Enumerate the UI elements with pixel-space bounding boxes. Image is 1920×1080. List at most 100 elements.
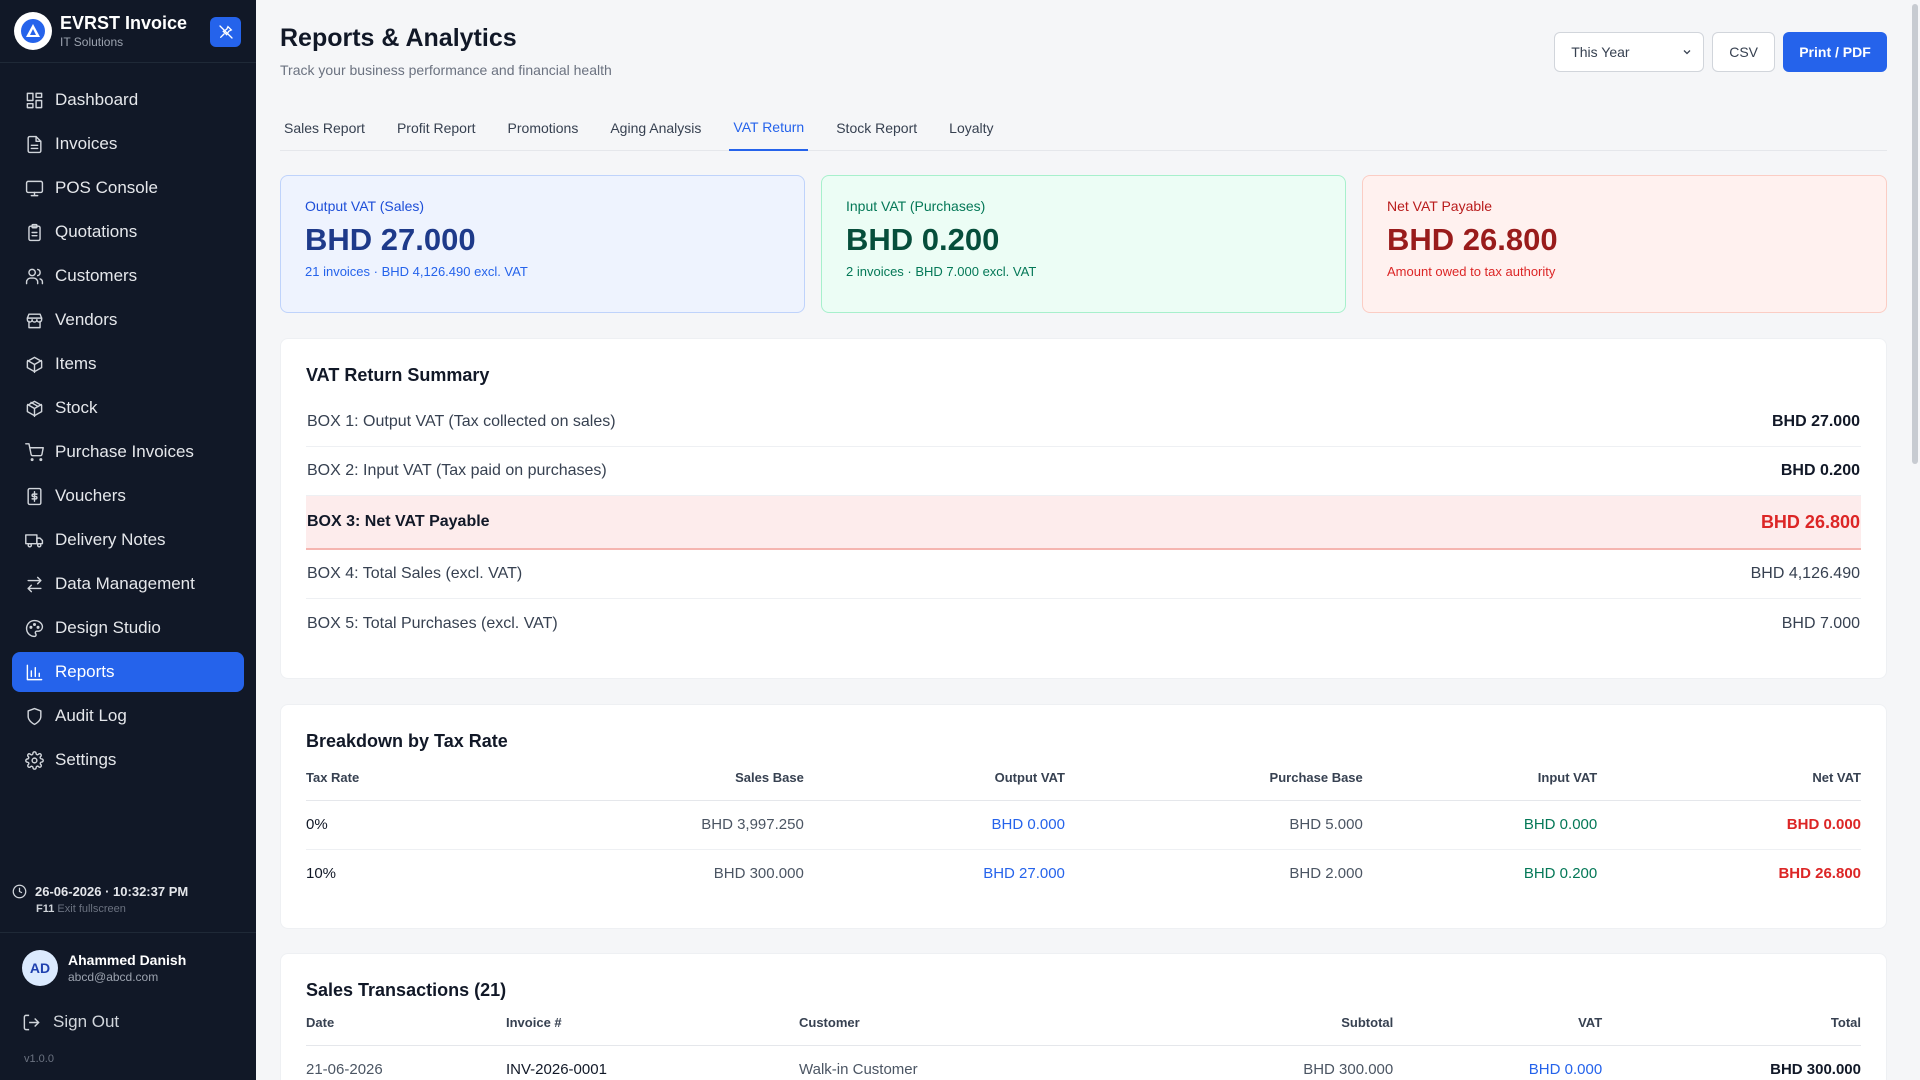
brand-subtitle: IT Solutions — [60, 35, 124, 49]
column-header: Purchase Base — [1064, 770, 1363, 801]
sign-out-button[interactable]: Sign Out — [22, 1012, 119, 1032]
vat-summary-cards: Output VAT (Sales) BHD 27.000 21 invoice… — [280, 175, 1887, 313]
column-header: Total — [1602, 1015, 1861, 1046]
table-header-row: Date Invoice # Customer Subtotal VAT Tot… — [306, 1015, 1861, 1046]
monitor-icon — [24, 178, 44, 198]
table-cell: BHD 3,997.250 — [476, 800, 804, 850]
gear-icon — [24, 750, 44, 770]
voucher-icon — [24, 486, 44, 506]
tab-profit-report[interactable]: Profit Report — [396, 120, 476, 136]
summary-value: BHD 0.200 — [1780, 462, 1860, 479]
tab-stock-report[interactable]: Stock Report — [836, 120, 918, 136]
summary-label: BOX 4: Total Sales (excl. VAT) — [307, 565, 523, 582]
table-cell: BHD 27.000 — [983, 865, 1065, 883]
sidebar-item-label: Delivery Notes — [55, 530, 166, 549]
user-email: abcd@abcd.com — [68, 970, 159, 984]
user-profile[interactable]: AD Ahammed Danish abcd@abcd.com — [22, 950, 186, 986]
column-header: VAT — [1393, 1015, 1603, 1046]
store-icon — [24, 310, 44, 330]
sidebar-item-label: Reports — [55, 662, 115, 681]
column-header: Sales Base — [476, 770, 804, 801]
sidebar-item-purchase-invoices[interactable]: Purchase Invoices — [12, 432, 244, 472]
shield-icon — [24, 706, 44, 726]
summary-value: BHD 4,126.490 — [1750, 565, 1860, 582]
sidebar-item-settings[interactable]: Settings — [12, 740, 244, 780]
period-select[interactable]: This Year — [1554, 32, 1705, 72]
sales-transactions-panel: Sales Transactions (21) Date Invoice # C… — [280, 953, 1887, 1080]
cart-icon — [24, 442, 44, 462]
table-cell: BHD 300.000 — [1770, 1061, 1861, 1079]
table-cell: BHD 0.000 — [1362, 800, 1598, 850]
sidebar-item-dashboard[interactable]: Dashboard — [12, 80, 244, 120]
sidebar-item-reports[interactable]: Reports — [12, 652, 244, 692]
column-header: Customer — [799, 1015, 1137, 1046]
summary-value: BHD 26.800 — [1760, 511, 1860, 532]
tab-loyalty[interactable]: Loyalty — [949, 120, 994, 136]
sidebar-item-data-management[interactable]: Data Management — [12, 564, 244, 604]
table-cell: BHD 26.800 — [1778, 865, 1861, 883]
fullscreen-hint-key: F11 — [36, 903, 55, 915]
brand-title: EVRST Invoice — [60, 13, 188, 33]
sidebar-item-label: Customers — [55, 266, 138, 285]
avatar: AD — [22, 950, 58, 986]
collapse-sidebar-button[interactable] — [210, 17, 241, 47]
tab-sales-report[interactable]: Sales Report — [284, 120, 365, 136]
sidebar-item-label: Items — [55, 354, 97, 373]
table-row[interactable]: 21-06-2026 INV-2026-0001 Walk-in Custome… — [306, 1045, 1861, 1080]
sidebar-item-customers[interactable]: Customers — [12, 256, 244, 296]
dashboard-icon — [24, 90, 44, 110]
summary-label: BOX 2: Input VAT (Tax paid on purchases) — [307, 462, 607, 479]
csv-button[interactable]: CSV — [1712, 32, 1775, 72]
arrows-icon — [24, 574, 44, 594]
tab-vat-return[interactable]: VAT Return — [729, 105, 809, 151]
sidebar-item-label: Purchase Invoices — [55, 442, 194, 461]
clock-datetime: 26-06-2026 · 10:32:37 PM — [35, 884, 189, 899]
period-select-value: This Year — [1571, 44, 1630, 60]
sidebar-item-design-studio[interactable]: Design Studio — [12, 608, 244, 648]
table-cell: Walk-in Customer — [799, 1061, 918, 1079]
sidebar-item-items[interactable]: Items — [12, 344, 244, 384]
sidebar-item-audit-log[interactable]: Audit Log — [12, 696, 244, 736]
report-tabs: Sales Report Profit Report Promotions Ag… — [280, 105, 1887, 151]
fullscreen-hint-text: Exit fullscreen — [57, 903, 126, 915]
brand-logo-icon — [14, 12, 52, 50]
sidebar-item-vouchers[interactable]: Vouchers — [12, 476, 244, 516]
table-row: 10% BHD 300.000 BHD 27.000 BHD 2.000 BHD… — [306, 849, 1861, 898]
column-header: Tax Rate — [306, 770, 477, 801]
box-icon — [24, 354, 44, 374]
sidebar-item-delivery-notes[interactable]: Delivery Notes — [12, 520, 244, 560]
table-row: 0% BHD 3,997.250 BHD 0.000 BHD 5.000 BHD… — [306, 800, 1861, 850]
report-toolbar: This Year CSV Print / PDF — [1554, 32, 1887, 72]
sidebar-item-vendors[interactable]: Vendors — [12, 300, 244, 340]
tab-promotions[interactable]: Promotions — [507, 120, 579, 136]
summary-list: BOX 1: Output VAT (Tax collected on sale… — [306, 398, 1861, 648]
users-icon — [24, 266, 44, 286]
package-icon — [24, 398, 44, 418]
sidebar-item-label: Quotations — [55, 222, 138, 241]
user-name: Ahammed Danish — [68, 952, 187, 968]
tab-aging-analysis[interactable]: Aging Analysis — [610, 120, 702, 136]
column-header: Subtotal — [1136, 1015, 1394, 1046]
summary-value: BHD 27.000 — [1771, 413, 1860, 430]
table-cell: BHD 0.000 — [803, 800, 1065, 850]
card-value: BHD 26.800 — [1387, 222, 1558, 257]
column-header: Input VAT — [1362, 770, 1598, 801]
sidebar-nav: Dashboard Invoices POS Console Quotation… — [12, 80, 244, 784]
summary-label: BOX 3: Net VAT Payable — [307, 513, 490, 530]
sidebar-item-stock[interactable]: Stock — [12, 388, 244, 428]
summary-label: BOX 1: Output VAT (Tax collected on sale… — [307, 413, 616, 430]
chevron-down-icon — [1683, 50, 1691, 55]
sidebar-item-pos-console[interactable]: POS Console — [12, 168, 244, 208]
sidebar-item-quotations[interactable]: Quotations — [12, 212, 244, 252]
sidebar-item-label: POS Console — [55, 178, 158, 197]
net-vat-card: Net VAT Payable BHD 26.800 Amount owed t… — [1362, 175, 1887, 313]
page-subtitle: Track your business performance and fina… — [280, 62, 612, 78]
divider — [0, 932, 256, 933]
log-out-icon — [23, 1014, 40, 1030]
sign-out-label: Sign Out — [53, 1012, 120, 1031]
panel-title: Breakdown by Tax Rate — [306, 731, 508, 751]
sidebar-item-invoices[interactable]: Invoices — [12, 124, 244, 164]
file-text-icon — [24, 134, 44, 154]
print-pdf-button[interactable]: Print / PDF — [1783, 32, 1887, 72]
page-scrollbar[interactable] — [1912, 4, 1918, 464]
